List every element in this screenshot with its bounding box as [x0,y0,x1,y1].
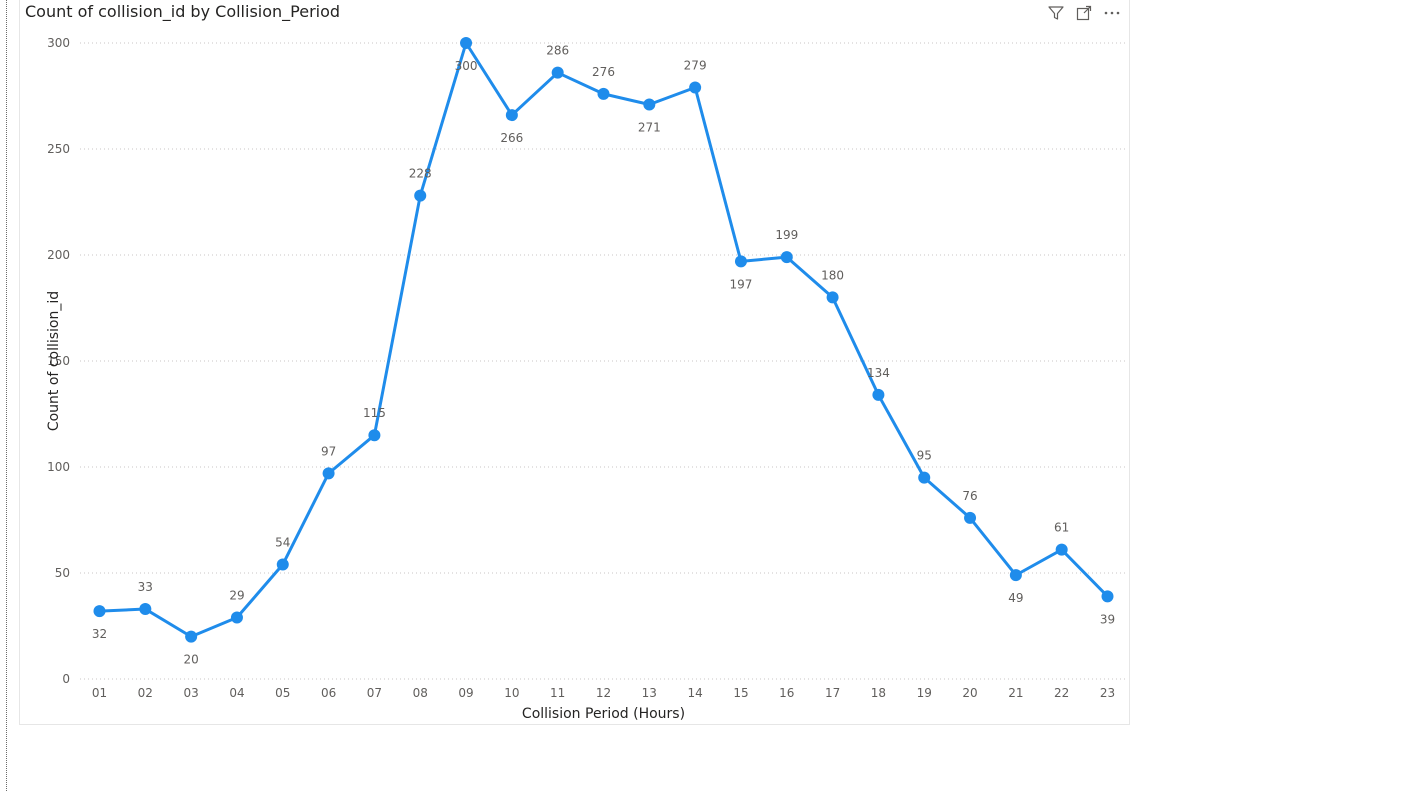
x-tick-label: 14 [687,686,702,700]
y-tick-label: 100 [47,460,70,474]
data-label: 61 [1054,521,1069,535]
y-tick-label: 150 [47,354,70,368]
x-axis-ticks: 01 02 03 04 05 06 07 08 09 10 11 12 13 14 15 16 17 18 19 20… [92,686,1115,700]
data-point[interactable] [185,630,198,643]
x-tick-label: 23 [1100,686,1115,700]
data-label: 197 [730,277,753,291]
data-label: 266 [500,131,523,145]
data-point[interactable] [322,467,335,480]
data-label: 180 [821,268,844,282]
x-tick-label: 21 [1008,686,1023,700]
gridlines [80,42,1126,680]
x-tick-label: 11 [550,686,565,700]
data-point[interactable] [139,603,152,616]
x-tick-label: 01 [92,686,107,700]
data-label: 49 [1008,591,1023,605]
data-point[interactable] [780,251,793,264]
x-tick-label: 20 [962,686,977,700]
data-label: 271 [638,120,661,134]
data-label: 199 [775,228,798,242]
data-point[interactable] [872,388,885,401]
data-label: 279 [684,59,707,73]
data-label: 39 [1100,612,1115,626]
focus-mode-icon[interactable] [1075,4,1093,22]
data-point[interactable] [368,429,381,442]
data-point[interactable] [505,109,518,122]
y-tick-label: 200 [47,248,70,262]
series-line [99,41,1109,639]
data-point[interactable] [643,98,656,111]
x-tick-label: 09 [458,686,473,700]
chart-title: Count of collision_id by Collision_Perio… [25,2,341,21]
data-label: 33 [138,580,153,594]
x-axis-title: Collision Period (Hours) [522,706,685,722]
data-label: 115 [363,406,386,420]
x-tick-label: 18 [871,686,886,700]
data-label: 29 [229,589,244,603]
data-label: 134 [867,366,890,380]
x-tick-label: 22 [1054,686,1069,700]
x-tick-label: 12 [596,686,611,700]
more-options-icon[interactable] [1103,4,1121,22]
x-tick-label: 02 [138,686,153,700]
x-tick-label: 15 [733,686,748,700]
data-label: 286 [546,44,569,58]
y-tick-label: 250 [47,142,70,156]
filter-icon[interactable] [1047,4,1065,22]
data-label: 228 [409,167,432,181]
data-point[interactable] [1101,590,1114,603]
visual-header-icons [1047,4,1121,22]
x-tick-label: 13 [642,686,657,700]
data-point[interactable] [1055,543,1068,556]
y-axis-title: Count of collision_id [46,291,62,431]
data-point[interactable] [964,511,977,524]
data-label: 95 [917,449,932,463]
data-point[interactable] [918,471,931,484]
data-point[interactable] [230,611,243,624]
x-tick-label: 06 [321,686,336,700]
data-label: 97 [321,444,336,458]
data-point[interactable] [734,255,747,268]
data-point[interactable] [551,66,564,79]
y-tick-label: 0 [62,672,70,686]
data-point[interactable] [276,558,289,571]
series-count-of-collision-id [93,37,1114,643]
line-chart-visual[interactable]: Count of collision_id by Collision_Perio… [19,0,1130,725]
x-tick-label: 08 [413,686,428,700]
y-tick-label: 300 [47,36,70,50]
data-label: 76 [962,489,977,503]
data-label: 20 [183,653,198,667]
report-canvas-border [6,0,7,791]
x-tick-label: 05 [275,686,290,700]
x-tick-label: 10 [504,686,519,700]
data-label: 54 [275,536,290,550]
data-point[interactable] [597,87,610,100]
y-tick-label: 50 [55,566,70,580]
data-point[interactable] [689,81,702,94]
data-point[interactable] [460,37,473,49]
data-point[interactable] [414,189,427,202]
data-point[interactable] [1009,569,1022,582]
x-tick-label: 03 [183,686,198,700]
x-tick-label: 19 [917,686,932,700]
data-label: 276 [592,65,615,79]
x-tick-label: 07 [367,686,382,700]
data-point[interactable] [93,605,106,618]
x-tick-label: 16 [779,686,794,700]
data-label: 300 [455,59,478,73]
y-axis-ticks: 0 50 100 150 200 250 300 [47,36,70,686]
x-tick-label: 17 [825,686,840,700]
data-label: 32 [92,627,107,641]
chart-plot-area: 0 50 100 150 200 250 300 01 02 03 04 05 06 07 08 09 10 1… [46,36,1126,722]
data-point[interactable] [826,291,839,304]
x-tick-label: 04 [229,686,244,700]
data-labels: 32 33 20 29 54 97 115 228 300 266 286 276 271 279 197 1… [92,44,1115,667]
